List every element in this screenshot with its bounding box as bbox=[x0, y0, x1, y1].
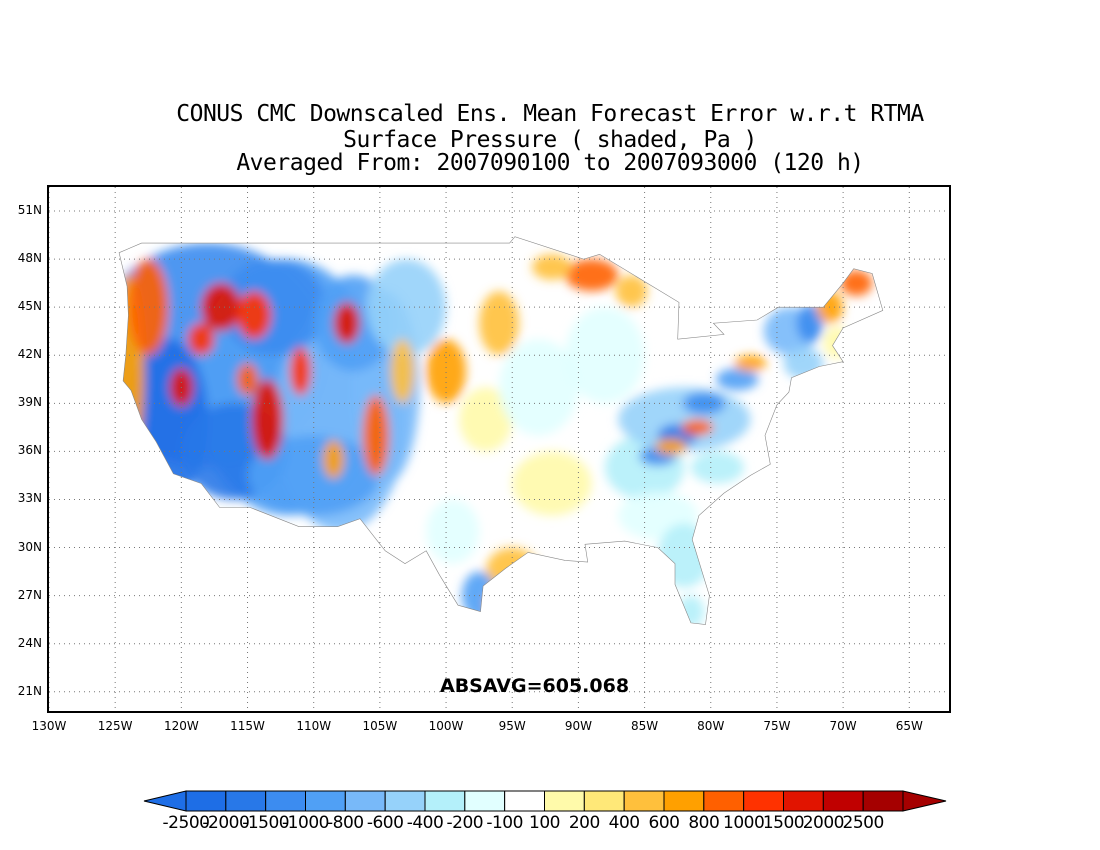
colorbar-under-arrow bbox=[143, 790, 187, 812]
shaded-pressure-field bbox=[119, 236, 883, 625]
lat-tick-label: 30N bbox=[17, 539, 42, 554]
lon-tick-label: 80W bbox=[697, 719, 725, 733]
lat-tick-label: 24N bbox=[17, 635, 42, 650]
colorbar-swatch bbox=[464, 790, 506, 812]
conus-outline bbox=[118, 236, 884, 625]
lon-tick-label: 75W bbox=[763, 719, 791, 733]
lat-tick-label: 51N bbox=[17, 203, 42, 218]
colorbar-level-label: 100 bbox=[529, 813, 560, 833]
colorbar-swatch bbox=[583, 790, 625, 812]
colorbar-swatch bbox=[862, 790, 904, 812]
colorbar-swatch bbox=[384, 790, 426, 812]
lat-tick-label: 21N bbox=[17, 683, 42, 698]
colorbar-swatch bbox=[663, 790, 705, 812]
lat-tick-label: 33N bbox=[17, 491, 42, 506]
lon-tick-label: 70W bbox=[829, 719, 857, 733]
lat-tick-label: 27N bbox=[17, 587, 42, 602]
colorbar-level-label: 2500 bbox=[842, 813, 885, 833]
colorbar-level-label: 1500 bbox=[762, 813, 805, 833]
lon-tick-label: 90W bbox=[564, 719, 592, 733]
colorbar-swatch bbox=[265, 790, 307, 812]
lat-tick-label: 39N bbox=[17, 395, 42, 410]
title-line-1: CONUS CMC Downscaled Ens. Mean Forecast … bbox=[176, 101, 924, 127]
lon-tick-label: 95W bbox=[498, 719, 526, 733]
colorbar-level-label: 1000 bbox=[723, 813, 765, 833]
colorbar-level-label: -800 bbox=[327, 813, 364, 833]
colorbar-level-label: -200 bbox=[446, 813, 484, 833]
map-plot-area bbox=[47, 185, 951, 713]
colorbar-level-label: 2000 bbox=[802, 813, 845, 833]
colorbar-swatch bbox=[424, 790, 466, 812]
colorbar-swatch bbox=[344, 790, 386, 812]
lat-tick-label: 48N bbox=[17, 251, 42, 266]
colorbar-swatch bbox=[544, 790, 585, 812]
colorbar-level-label: 200 bbox=[568, 813, 600, 833]
colorbar-level-label: -1000 bbox=[282, 813, 329, 833]
lon-tick-label: 100W bbox=[428, 719, 464, 733]
colorbar-swatch bbox=[305, 790, 346, 812]
lon-tick-label: 65W bbox=[895, 719, 923, 733]
lon-tick-label: 120W bbox=[163, 719, 199, 733]
colorbar-level-label: -400 bbox=[406, 813, 444, 833]
lon-tick-label: 110W bbox=[296, 719, 332, 733]
colorbar-level-label: 400 bbox=[608, 813, 640, 833]
title-line-2: Surface Pressure ( shaded, Pa ) bbox=[343, 127, 757, 153]
title-line-3: Averaged From: 2007090100 to 2007093000 … bbox=[236, 150, 864, 176]
colorbar-level-label: 800 bbox=[688, 813, 720, 833]
lon-tick-label: 130W bbox=[31, 719, 67, 733]
colorbar-swatch bbox=[822, 790, 864, 812]
lon-tick-label: 85W bbox=[631, 719, 659, 733]
colorbar-level-label: -100 bbox=[486, 813, 523, 833]
lat-tick-label: 42N bbox=[17, 347, 42, 362]
lon-tick-label: 105W bbox=[362, 719, 398, 733]
colorbar-level-label: -600 bbox=[366, 813, 404, 833]
lat-tick-label: 36N bbox=[17, 443, 42, 458]
lat-tick-label: 45N bbox=[17, 299, 42, 314]
colorbar-swatch bbox=[783, 790, 824, 812]
colorbar-swatch bbox=[504, 790, 546, 812]
colorbar-swatch bbox=[743, 790, 784, 812]
colorbar-swatch bbox=[623, 790, 665, 812]
lon-tick-label: 125W bbox=[97, 719, 133, 733]
lon-tick-label: 115W bbox=[230, 719, 265, 733]
colorbar-level-label: 600 bbox=[648, 813, 680, 833]
colorbar-level-label: -1500 bbox=[242, 813, 290, 833]
colorbar-swatch bbox=[703, 790, 745, 812]
colorbar-over-arrow bbox=[902, 790, 947, 812]
map-canvas bbox=[49, 187, 949, 711]
colorbar-swatch bbox=[185, 790, 227, 812]
colorbar-swatch bbox=[225, 790, 267, 812]
colorbar-level-label: -2000 bbox=[202, 813, 250, 833]
colorbar-level-label: -2500 bbox=[162, 813, 210, 833]
absavg-annotation: ABSAVG=605.068 bbox=[440, 675, 630, 697]
